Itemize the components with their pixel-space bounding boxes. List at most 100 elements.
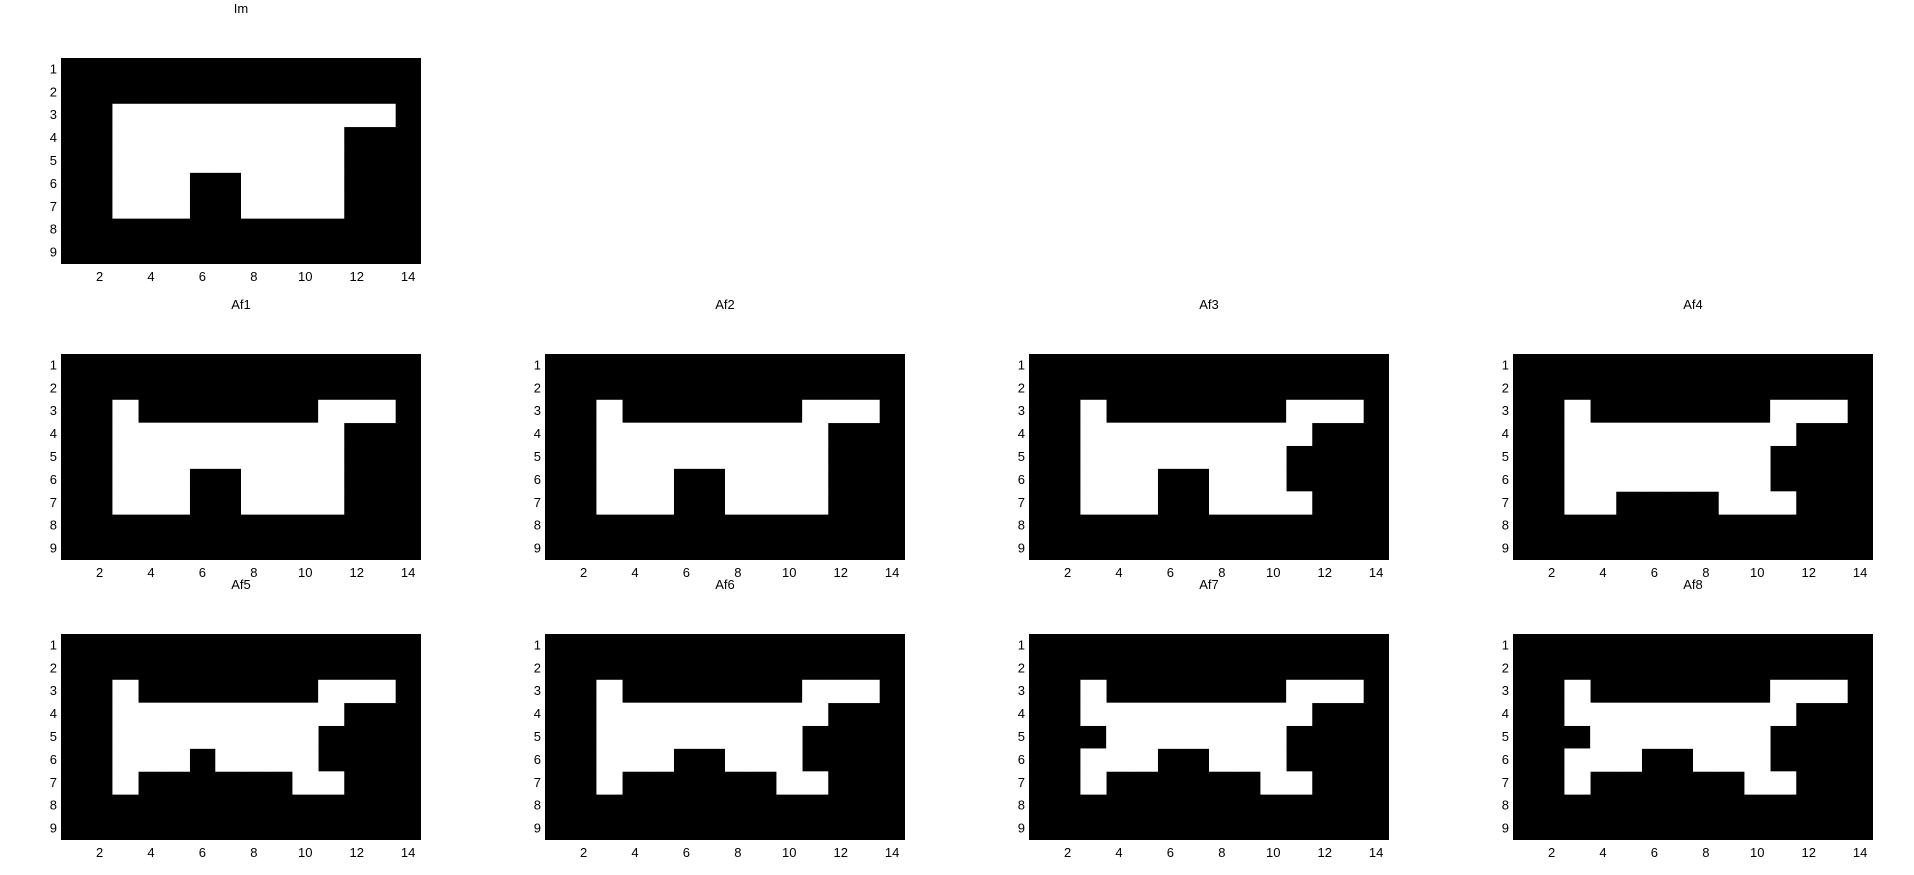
pixel-on	[1106, 445, 1133, 469]
y-tick-label: 7	[1018, 775, 1025, 790]
pixel-on	[266, 702, 293, 726]
pixel-on	[1260, 725, 1287, 749]
y-tick-label: 6	[50, 472, 57, 487]
pixel-on	[1590, 491, 1617, 515]
x-tick-label: 8	[1218, 845, 1225, 860]
x-tick-label: 4	[1115, 565, 1122, 580]
x-tick-label: 12	[349, 565, 363, 580]
pixel-on	[241, 126, 268, 150]
pixel-on	[1641, 468, 1668, 492]
pixel-on	[369, 103, 396, 128]
pixel-on	[725, 445, 752, 469]
pixel-on	[215, 126, 242, 150]
x-tick-label: 4	[631, 845, 638, 860]
y-tick-label: 4	[1502, 426, 1509, 441]
pixel-on	[138, 195, 165, 219]
pixel-on	[1209, 422, 1236, 446]
pixel-on	[1770, 422, 1797, 446]
x-tick-label: 4	[1599, 845, 1606, 860]
pixel-on	[1234, 422, 1261, 446]
pixel-on	[292, 725, 319, 749]
pixel-on	[138, 445, 165, 469]
x-tick-label: 10	[1750, 845, 1764, 860]
pixel-on	[292, 172, 319, 196]
pixel-on	[647, 702, 674, 726]
y-tick-label: 2	[50, 380, 57, 395]
y-tick-label: 6	[1502, 472, 1509, 487]
pixel-on	[1615, 422, 1642, 446]
pixel-on	[369, 679, 396, 704]
pixel-on	[647, 422, 674, 446]
y-tick-label: 6	[1502, 752, 1509, 767]
x-tick-label: 8	[250, 845, 257, 860]
y-tick-label: 5	[1502, 449, 1509, 464]
pixel-on	[1564, 491, 1591, 515]
pixel-on	[1106, 422, 1133, 446]
pixel-on	[622, 445, 649, 469]
y-tick-label: 4	[1018, 426, 1025, 441]
pixel-on	[699, 725, 726, 749]
pixel-on	[112, 195, 139, 219]
pixel-on	[189, 725, 216, 749]
pixel-on	[1080, 748, 1107, 772]
pixel-on	[1183, 445, 1210, 469]
pixel-on	[1770, 679, 1797, 704]
pixel-on	[343, 679, 370, 704]
pixel-on	[1209, 445, 1236, 469]
pixel-on	[1157, 725, 1184, 749]
pixel-on	[622, 702, 649, 726]
pixel-on	[138, 725, 165, 749]
pixel-on	[112, 103, 139, 128]
y-tick-label: 2	[50, 660, 57, 675]
x-tick-label: 6	[1167, 845, 1174, 860]
panel-title: Af3	[1199, 297, 1219, 312]
pixel-on	[699, 445, 726, 469]
pixel-on	[369, 399, 396, 424]
pixel-on	[1157, 445, 1184, 469]
x-tick-label: 6	[1651, 845, 1658, 860]
pixel-on	[1131, 748, 1158, 772]
pixel-on	[1693, 468, 1720, 492]
x-tick-label: 2	[1064, 565, 1071, 580]
pixel-on	[163, 725, 190, 749]
pixel-on	[725, 491, 752, 515]
x-tick-label: 12	[833, 845, 847, 860]
y-tick-label: 9	[534, 541, 541, 556]
pixel-on	[1667, 468, 1694, 492]
pixel-on	[1286, 771, 1313, 795]
pixel-on	[318, 771, 345, 795]
y-tick-label: 9	[1502, 821, 1509, 836]
y-tick-label: 5	[50, 153, 57, 168]
pixel-on	[266, 491, 293, 515]
pixel-on	[802, 679, 829, 704]
pixel-on	[1770, 771, 1797, 795]
y-tick-label: 2	[1502, 380, 1509, 395]
pixel-on	[138, 468, 165, 492]
y-tick-label: 2	[1018, 380, 1025, 395]
pixel-on	[699, 702, 726, 726]
y-tick-label: 8	[50, 222, 57, 237]
pixel-on	[802, 468, 829, 492]
pixel-on	[1615, 468, 1642, 492]
pixel-on	[189, 445, 216, 469]
pixel-on	[1641, 702, 1668, 726]
pixel-on	[596, 445, 623, 469]
pixel-on	[1209, 491, 1236, 515]
pixel-on	[318, 702, 345, 726]
pixel-on	[776, 445, 803, 469]
pixel-on	[1106, 468, 1133, 492]
pixel-on	[699, 422, 726, 446]
y-tick-label: 7	[1502, 495, 1509, 510]
pixel-on	[1718, 491, 1745, 515]
x-tick-label: 6	[1167, 565, 1174, 580]
pixel-on	[1234, 748, 1261, 772]
y-tick-label: 3	[534, 403, 541, 418]
y-tick-label: 3	[50, 683, 57, 698]
pixel-on	[622, 422, 649, 446]
pixel-on	[776, 702, 803, 726]
pixel-on	[138, 748, 165, 772]
pixel-on	[266, 195, 293, 219]
x-tick-label: 8	[1702, 845, 1709, 860]
pixel-on	[1667, 725, 1694, 749]
